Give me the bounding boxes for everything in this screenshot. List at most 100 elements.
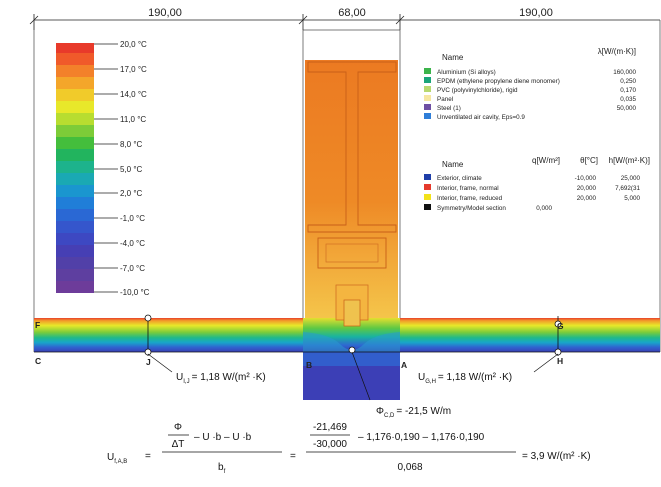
dimension-right: 190,00 bbox=[519, 7, 553, 19]
scale-unit: °C bbox=[138, 90, 147, 99]
scale-label: 17,0 bbox=[120, 65, 136, 74]
glazing-bead-inner bbox=[325, 243, 379, 263]
color-band bbox=[56, 101, 94, 113]
scale-label: -7,0 bbox=[120, 264, 134, 273]
color-band bbox=[56, 149, 94, 161]
scale-unit: °C bbox=[136, 239, 145, 248]
material-swatch bbox=[424, 113, 431, 119]
frame-exterior-gradient bbox=[303, 352, 400, 366]
point-marker-J-top bbox=[144, 314, 152, 322]
svg-text:-10,0 °C: -10,0 °C bbox=[120, 288, 150, 297]
scale-unit: °C bbox=[136, 264, 145, 273]
formula-rest: – 1,176·0,190 – 1,176·0,190 bbox=[358, 432, 485, 443]
color-band bbox=[56, 53, 94, 65]
boundary-h: 25,000 bbox=[621, 175, 641, 182]
svg-text:14,0 °C: 14,0 °C bbox=[120, 90, 147, 99]
point-marker-D bbox=[348, 346, 356, 354]
dimension-middle: 68,00 bbox=[338, 7, 366, 19]
boundary-name: Interior, frame, reduced bbox=[437, 195, 503, 202]
color-band bbox=[56, 137, 94, 149]
temperature-scale: 20,0 °C 17,0 °C 14,0 °C 11,0 °C 8,0 °C 5… bbox=[56, 40, 150, 297]
boundary-legend: Name q[W/m²] θ[°C] h[W/(m²·K)] Exterior,… bbox=[424, 156, 650, 212]
color-band bbox=[56, 197, 94, 209]
boundary-swatch bbox=[424, 184, 431, 190]
boundary-swatch bbox=[424, 174, 431, 180]
wall-band-right bbox=[400, 318, 660, 352]
scale-label: 11,0 bbox=[120, 115, 136, 124]
scale-unit: °C bbox=[140, 288, 149, 297]
material-name: Unventilated air cavity, Eps=0.9 bbox=[437, 114, 525, 121]
material-swatch bbox=[424, 104, 431, 110]
color-band bbox=[56, 89, 94, 101]
svg-text:20,0 °C: 20,0 °C bbox=[120, 40, 147, 49]
formula-result: = 3,9 W/(m² ·K) bbox=[522, 451, 591, 462]
point-label-A: A bbox=[401, 360, 407, 370]
material-name: Steel (1) bbox=[437, 105, 461, 112]
scale-unit: °C bbox=[136, 214, 145, 223]
cold-bridge-dip bbox=[303, 332, 400, 352]
frame-profile bbox=[305, 60, 398, 327]
point-label-C: C bbox=[35, 356, 41, 366]
boundary-swatch bbox=[424, 204, 431, 210]
i-beam-outline bbox=[307, 61, 397, 233]
svg-text:-7,0 °C: -7,0 °C bbox=[120, 264, 145, 273]
scale-label: 14,0 bbox=[120, 90, 136, 99]
wall-band-left bbox=[34, 318, 304, 352]
material-name: Panel bbox=[437, 96, 453, 103]
point-label-J: J bbox=[146, 357, 151, 367]
point-label-F: F bbox=[35, 320, 40, 330]
boundary-h: 5,000 bbox=[624, 195, 640, 202]
formula-phi: Φ bbox=[174, 422, 182, 433]
material-value: 0,035 bbox=[620, 96, 636, 103]
point-label-B: B bbox=[306, 360, 312, 370]
boundary-q: 0,000 bbox=[536, 205, 552, 212]
color-band bbox=[56, 113, 94, 125]
scale-unit: °C bbox=[133, 165, 142, 174]
phi-value: ΦC,D = -21,5 W/m bbox=[376, 406, 451, 419]
scale-label: 8,0 bbox=[120, 140, 132, 149]
formula-den-value: 0,068 bbox=[397, 462, 422, 473]
svg-text:11,0 °C: 11,0 °C bbox=[120, 115, 146, 124]
boundary-theta: -10,000 bbox=[575, 175, 597, 182]
svg-text:5,0 °C: 5,0 °C bbox=[120, 165, 143, 174]
formula-den-inner: -30,000 bbox=[313, 439, 347, 450]
boundary-name: Interior, frame, normal bbox=[437, 185, 499, 192]
color-band bbox=[56, 125, 94, 137]
scale-ticks bbox=[94, 43, 118, 293]
color-band bbox=[56, 221, 94, 233]
u-value-right: UG,H = 1,18 W/(m² ·K) bbox=[418, 372, 512, 385]
scale-unit: °C bbox=[137, 115, 146, 124]
color-band bbox=[56, 209, 94, 221]
u-value-formula: Uf,A,B = Φ ΔT – U ·b – U ·b bf = -21,469… bbox=[107, 422, 591, 475]
formula-den: bf bbox=[218, 462, 226, 475]
boundary-h: 7,692(31 bbox=[615, 185, 640, 192]
color-band bbox=[56, 257, 94, 269]
color-band bbox=[56, 43, 94, 53]
scale-label: -4,0 bbox=[120, 239, 134, 248]
material-value: 50,000 bbox=[617, 105, 637, 112]
point-label-G: G bbox=[557, 321, 564, 331]
scale-label: 20,0 bbox=[120, 40, 136, 49]
material-swatch bbox=[424, 68, 431, 74]
materials-legend: Name λ[W/(m·K)] Aluminium (Si alloys) EP… bbox=[424, 47, 636, 121]
materials-header-name: Name bbox=[442, 53, 464, 62]
material-value: 0,250 bbox=[620, 78, 636, 85]
color-band bbox=[56, 173, 94, 185]
boundary-swatch bbox=[424, 194, 431, 200]
leader-lines bbox=[147, 351, 559, 401]
scale-unit: °C bbox=[138, 40, 147, 49]
boundary-header-name: Name bbox=[442, 160, 464, 169]
material-name: Aluminium (Si alloys) bbox=[437, 69, 496, 76]
point-marker-J bbox=[144, 348, 152, 356]
scale-label: -10,0 bbox=[120, 288, 139, 297]
boundary-header-h: h[W/(m²·K)] bbox=[609, 156, 650, 165]
scale-label: 5,0 bbox=[120, 165, 132, 174]
formula-lhs: Uf,A,B bbox=[107, 452, 127, 465]
boundary-theta: 20,000 bbox=[577, 185, 597, 192]
color-band bbox=[56, 233, 94, 245]
material-name: PVC (polyvinylchloride), rigid bbox=[437, 87, 518, 94]
material-swatch bbox=[424, 77, 431, 83]
color-band bbox=[56, 161, 94, 173]
svg-text:-4,0 °C: -4,0 °C bbox=[120, 239, 145, 248]
